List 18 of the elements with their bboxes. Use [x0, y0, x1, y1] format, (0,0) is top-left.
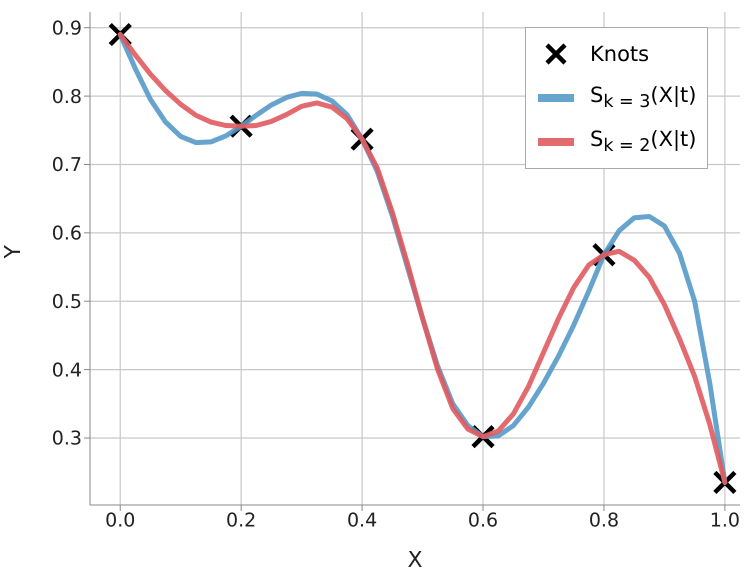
y-tick-label: 0.6 — [52, 222, 82, 245]
x-tick-label: 0.6 — [468, 509, 498, 532]
x-axis-title: X — [407, 548, 423, 569]
x-tick-label: 0.2 — [226, 509, 256, 532]
y-tick-label: 0.9 — [52, 17, 82, 40]
x-tick-label: 1.0 — [710, 509, 740, 532]
legend-label: Knots — [590, 42, 650, 66]
y-axis-title: Y — [0, 244, 26, 260]
y-tick-label: 0.8 — [52, 86, 82, 108]
y-tick-label: 0.4 — [52, 359, 82, 382]
legend-label: S$_{k = 3}$(X|t) — [590, 83, 696, 113]
y-tick-label: 0.5 — [52, 290, 82, 313]
y-tick-label: 0.3 — [52, 428, 82, 450]
y-tick-label: 0.7 — [52, 154, 82, 176]
x-tick-label: 0.4 — [346, 509, 378, 532]
x-tick-label: 0.8 — [588, 509, 620, 532]
legend-label: S$_{k = 2}$(X|t) — [590, 127, 696, 157]
x-tick-label: 0.0 — [105, 509, 136, 532]
